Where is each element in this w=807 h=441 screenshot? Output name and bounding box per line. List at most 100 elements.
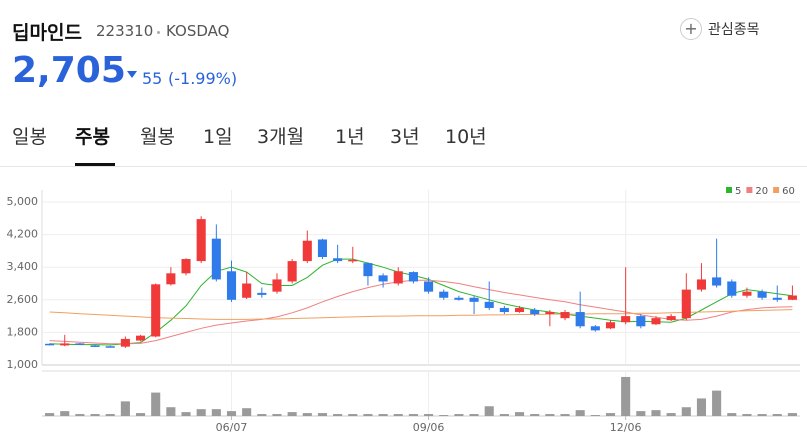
volume-bar	[696, 398, 707, 416]
volume-bar	[257, 414, 267, 416]
candle-body	[333, 258, 343, 262]
volume-bar	[742, 414, 752, 416]
tab[interactable]: 1일	[203, 126, 233, 148]
current-price: 2,705	[12, 50, 126, 91]
volume-bar	[514, 412, 525, 416]
tab[interactable]: 일봉	[12, 126, 47, 148]
candle-body	[181, 259, 191, 274]
y-tick-label: 1,000	[7, 358, 39, 371]
volume-bar	[105, 414, 115, 416]
volume-bar	[166, 407, 176, 416]
candle-body	[317, 239, 328, 258]
candle-body	[636, 316, 646, 327]
volume-bar	[575, 410, 585, 416]
market-name: KOSDAQ	[166, 22, 230, 40]
tab[interactable]: 3년	[390, 126, 420, 148]
volume-bar	[181, 412, 191, 416]
volume-bar	[787, 413, 797, 416]
volume-bar	[317, 413, 328, 416]
candle-body	[363, 263, 373, 277]
y-tick-label: 3,400	[7, 260, 39, 273]
legend-swatch	[746, 187, 753, 193]
volume-bar	[439, 415, 449, 416]
candle-body	[484, 301, 494, 308]
candle-body	[560, 312, 570, 319]
tab[interactable]: 1년	[335, 126, 365, 148]
tab[interactable]: 3개월	[257, 126, 305, 148]
volume-bar	[560, 414, 570, 416]
volume-bar	[211, 409, 221, 416]
volume-bar	[196, 409, 206, 416]
candle-body	[590, 326, 600, 331]
y-tick-label: 5,000	[7, 195, 39, 208]
candle-body	[439, 291, 449, 298]
volume-bar	[45, 413, 55, 416]
plus-icon: +	[680, 18, 702, 40]
down-arrow	[127, 71, 137, 78]
candle-body	[757, 291, 767, 298]
candle-body	[166, 273, 176, 285]
candle-body	[454, 297, 464, 300]
candle-body	[545, 312, 555, 315]
watch-button[interactable]: + 관심종목	[680, 18, 760, 40]
volume-bar	[681, 407, 691, 416]
volume-bar	[60, 411, 70, 416]
candle-body	[348, 259, 358, 262]
candle-body	[90, 345, 100, 347]
volume-bar	[545, 414, 555, 416]
volume-bar	[621, 376, 631, 416]
candle-body	[287, 261, 297, 282]
volume-bar	[408, 414, 418, 416]
candle-body	[727, 281, 737, 296]
candle-body	[605, 322, 616, 329]
legend-swatch	[726, 187, 732, 193]
tab-divider	[0, 166, 807, 167]
candle-body	[499, 307, 509, 313]
candle-body	[105, 346, 115, 348]
volume-bar	[120, 401, 130, 416]
candle-body	[75, 343, 85, 345]
candle-body	[196, 219, 206, 262]
candle-body	[226, 271, 237, 300]
candle-body	[211, 238, 221, 280]
volume-bar	[666, 413, 676, 416]
volume-bar	[454, 414, 464, 416]
x-tick-label: 06/07	[216, 421, 248, 434]
active-tab-underline	[75, 163, 115, 166]
volume-bar	[712, 390, 722, 416]
volume-bar	[135, 413, 146, 416]
separator-dot	[157, 31, 160, 34]
volume-bar	[348, 414, 358, 416]
watch-label: 관심종목	[708, 22, 760, 38]
x-tick-label: 12/06	[610, 421, 642, 434]
candle-body	[742, 291, 752, 296]
volume-bar	[75, 414, 85, 416]
candle-body	[272, 279, 282, 292]
candle-body	[257, 292, 267, 295]
candle-body	[151, 284, 161, 337]
candle-body	[530, 309, 540, 315]
volume-bar	[272, 414, 282, 416]
volume-bar	[499, 414, 509, 416]
price-change: 55	[142, 69, 163, 88]
candle-body	[681, 289, 691, 319]
stock-name: 딥마인드	[12, 22, 82, 44]
candle-body	[772, 297, 782, 300]
volume-bar	[242, 408, 252, 416]
volume-bar	[651, 410, 661, 416]
candle-body	[60, 343, 70, 346]
price-change-pct: (-1.99%)	[168, 69, 238, 88]
y-tick-label: 4,200	[7, 228, 39, 241]
legend-label: 60	[782, 186, 795, 197]
legend-swatch	[773, 187, 780, 193]
volume-bar	[378, 414, 388, 416]
candle-body	[378, 275, 388, 282]
candle-body	[575, 312, 585, 327]
volume-bar	[90, 414, 100, 416]
tab[interactable]: 주봉	[75, 126, 110, 148]
candle-body	[393, 271, 403, 284]
tab[interactable]: 월봉	[140, 126, 175, 148]
candle-body	[514, 307, 525, 313]
tab[interactable]: 10년	[445, 126, 487, 148]
